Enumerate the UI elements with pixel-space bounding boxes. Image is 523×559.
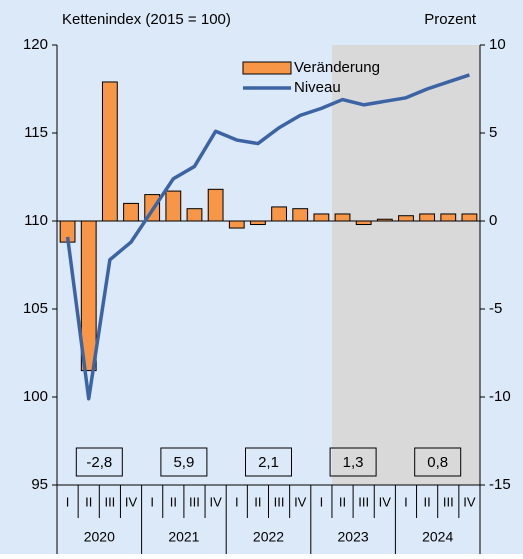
year-label: 2021 <box>168 529 199 545</box>
bar <box>334 213 351 222</box>
bar <box>123 202 139 222</box>
year-label: 2022 <box>253 529 284 545</box>
y2-tick-label: -10 <box>489 388 511 405</box>
y2-axis-title: Prozent <box>424 11 477 28</box>
x-tick-label: IV <box>463 494 476 509</box>
x-tick-label: III <box>274 494 285 509</box>
annual-box <box>329 447 377 477</box>
bar <box>186 208 203 222</box>
x-tick-label: IV <box>209 494 222 509</box>
x-tick-label: II <box>424 494 431 509</box>
x-tick-label: I <box>404 494 408 509</box>
bar <box>101 81 118 222</box>
x-tick-label: IV <box>125 494 138 509</box>
x-tick-label: I <box>66 494 70 509</box>
annual-label: 1,3 <box>343 454 364 471</box>
x-tick-label: IV <box>294 494 307 509</box>
bar <box>398 215 414 222</box>
annual-box <box>75 447 123 477</box>
forecast-shade <box>332 45 480 485</box>
legend-label: Veränderung <box>294 59 380 76</box>
y2-tick-label: -5 <box>489 300 502 317</box>
y-tick-label: 115 <box>24 124 48 141</box>
bar <box>228 220 245 229</box>
annual-box <box>160 447 208 477</box>
legend-swatch <box>242 61 292 75</box>
y-tick-label: 105 <box>23 300 48 317</box>
annual-box <box>245 447 292 477</box>
annual-label: 0,8 <box>427 454 448 471</box>
bar <box>440 213 457 222</box>
bar <box>355 220 372 226</box>
year-label: 2024 <box>422 529 453 545</box>
x-tick-label: II <box>254 494 261 509</box>
y2-tick-label: -15 <box>489 476 511 493</box>
annual-label: 5,9 <box>173 454 194 471</box>
year-label: 2020 <box>84 529 115 545</box>
bar <box>461 213 478 222</box>
legend-label: Niveau <box>294 79 341 96</box>
annual-label: -2,8 <box>86 454 112 471</box>
x-tick-label: III <box>443 494 454 509</box>
bar <box>313 213 330 222</box>
x-tick-label: III <box>358 494 369 509</box>
y-tick-label: 100 <box>23 388 48 405</box>
bar <box>419 213 436 222</box>
year-label: 2023 <box>338 529 369 545</box>
bar <box>250 220 266 226</box>
line <box>65 73 470 401</box>
y-tick-label: 120 <box>23 36 48 53</box>
x-tick-label: III <box>104 494 115 509</box>
y2-tick-label: 10 <box>489 36 506 53</box>
bar <box>271 206 287 222</box>
y-axis-title: Kettenindex (2015 = 100) <box>62 11 231 28</box>
x-tick-label: II <box>170 494 177 509</box>
bar <box>165 190 182 222</box>
y2-tick-label: 5 <box>489 124 497 141</box>
annual-label: 2,1 <box>258 454 279 471</box>
bar <box>207 188 224 222</box>
x-tick-label: III <box>189 494 200 509</box>
x-tick-label: I <box>235 494 239 509</box>
x-tick-label: II <box>339 494 346 509</box>
x-tick-label: I <box>320 494 324 509</box>
x-tick-label: IV <box>379 494 392 509</box>
bar <box>292 208 309 222</box>
y-tick-label: 110 <box>24 212 48 229</box>
annual-box <box>414 447 462 477</box>
x-tick-label: I <box>150 494 154 509</box>
x-tick-label: II <box>85 494 92 509</box>
y2-tick-label: 0 <box>489 212 497 229</box>
y-tick-label: 95 <box>31 476 48 493</box>
